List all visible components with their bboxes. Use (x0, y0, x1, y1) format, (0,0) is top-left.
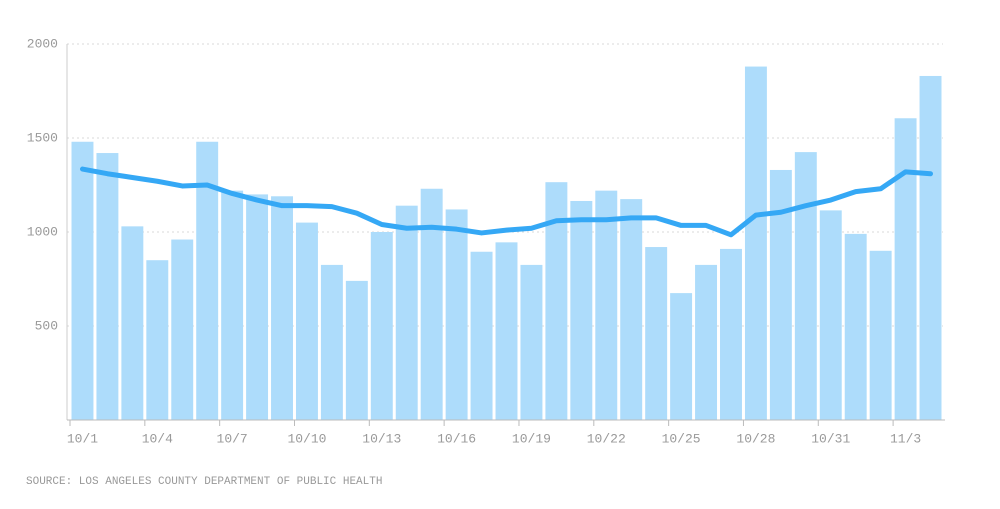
bar (221, 190, 244, 420)
bar (96, 153, 119, 421)
bar (171, 239, 194, 420)
bar (495, 242, 518, 420)
x-tick-label: 10/13 (362, 431, 401, 446)
source-note: SOURCE: LOS ANGELES COUNTY DEPARTMENT OF… (26, 476, 382, 488)
y-tick-label: 2000 (27, 36, 58, 51)
x-tick-label: 10/4 (142, 431, 173, 446)
x-tick-label: 10/28 (736, 431, 775, 446)
bar (470, 251, 493, 420)
bar (445, 209, 468, 420)
bar (370, 232, 393, 420)
bar (420, 188, 443, 420)
bar (819, 210, 842, 420)
bar (71, 141, 94, 420)
bar (620, 199, 643, 420)
bar (595, 190, 618, 420)
bar (545, 182, 568, 420)
y-tick-label: 1000 (27, 224, 58, 239)
bar (894, 118, 917, 420)
bar (271, 196, 293, 420)
bar (769, 169, 792, 420)
bar (869, 250, 892, 420)
x-tick-label: 10/7 (217, 431, 248, 446)
bar (570, 200, 593, 420)
y-tick-label: 500 (35, 318, 58, 333)
x-tick-label: 11/3 (890, 431, 921, 446)
bar (395, 205, 418, 420)
bar (794, 152, 817, 420)
bar (670, 293, 693, 420)
x-tick-label: 10/19 (512, 431, 551, 446)
x-tick-label: 10/31 (811, 431, 850, 446)
average-line (79, 166, 934, 238)
bar (919, 75, 942, 421)
bar (146, 260, 169, 420)
bar (121, 226, 144, 420)
bar (744, 66, 767, 420)
bar (246, 194, 269, 420)
bar (345, 280, 368, 420)
x-tick-label: 10/25 (662, 431, 701, 446)
bar (695, 264, 718, 420)
bar (844, 233, 867, 420)
x-tick-label: 10/1 (67, 431, 98, 446)
y-tick-label: 1500 (27, 130, 58, 145)
x-tick-label: 10/10 (287, 431, 326, 446)
bar (320, 264, 343, 420)
bar (295, 222, 318, 420)
x-tick-label: 10/16 (437, 431, 476, 446)
bar (645, 247, 668, 420)
bar (520, 264, 543, 420)
bar (196, 141, 219, 420)
x-tick-label: 10/22 (587, 431, 626, 446)
bar (720, 248, 742, 420)
